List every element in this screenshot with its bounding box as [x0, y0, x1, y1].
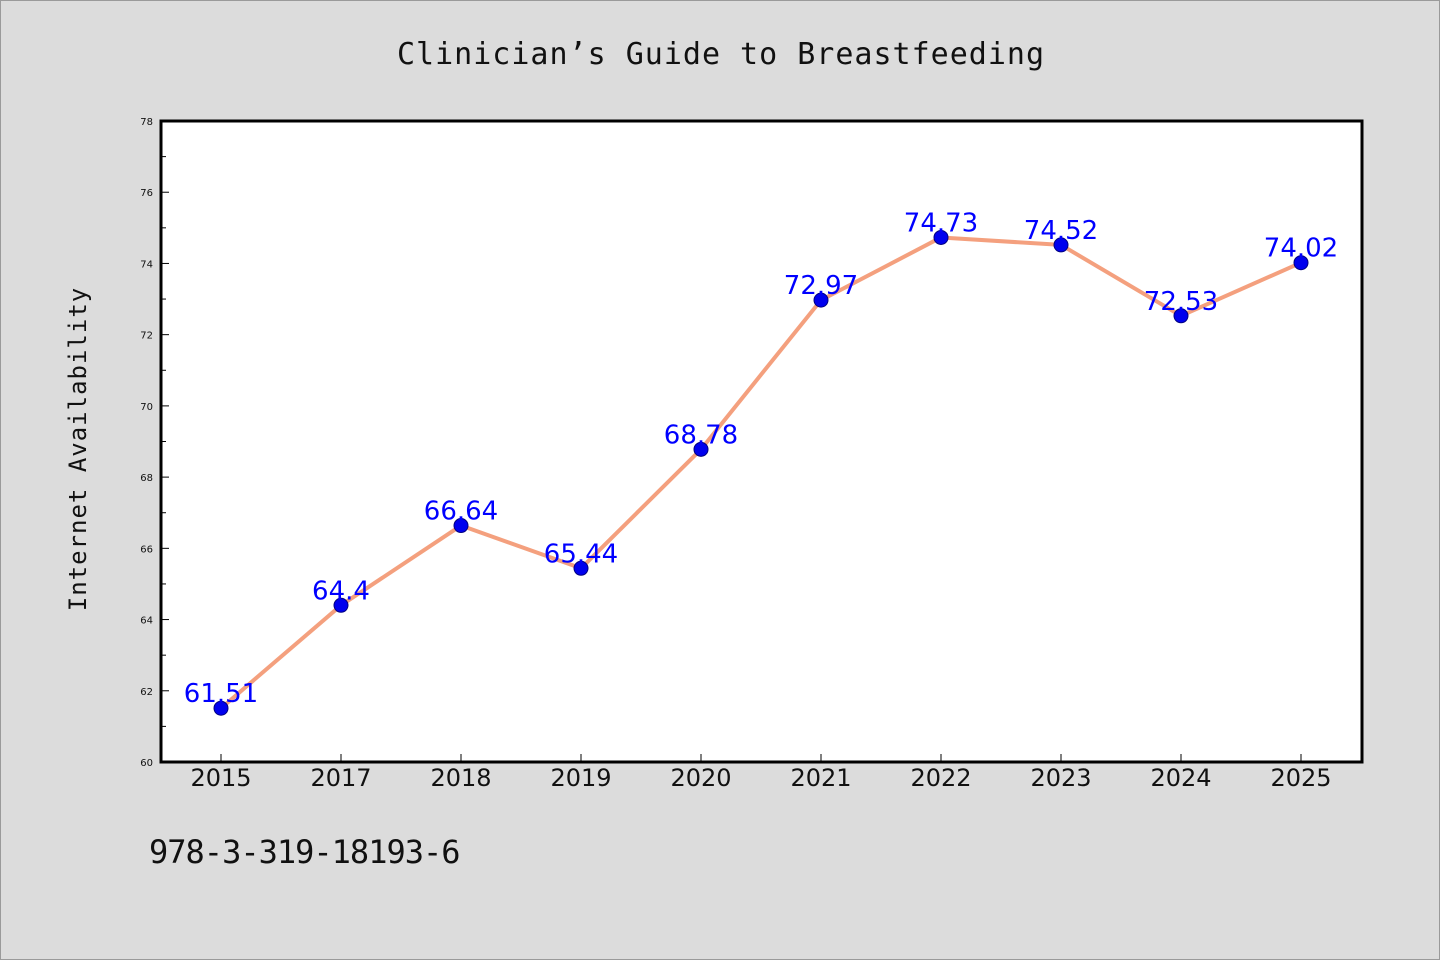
- data-point-marker: [333, 597, 349, 613]
- y-tick-label: 78: [140, 117, 153, 128]
- data-point-marker: [453, 518, 469, 534]
- y-tick-label: 60: [140, 758, 153, 769]
- y-tick-label: 66: [140, 544, 153, 555]
- y-tick-label: 68: [140, 473, 153, 484]
- x-tick-label: 2019: [550, 764, 611, 792]
- data-label: 66.64: [424, 497, 498, 527]
- x-tick-label: 2020: [670, 764, 731, 792]
- y-tick-label: 64: [140, 616, 153, 627]
- data-point-marker: [573, 560, 589, 576]
- data-point-marker: [1293, 255, 1309, 271]
- data-label: 74.73: [904, 208, 978, 238]
- data-point-marker: [813, 292, 829, 308]
- data-label: 72.97: [784, 271, 858, 301]
- y-tick-label: 70: [140, 402, 153, 413]
- data-label: 74.52: [1024, 216, 1098, 246]
- x-axis-ticks: 2015 2017 2018 2019 2020 2021 2022 2023 2024 2025: [190, 754, 1332, 792]
- x-tick-label: 2025: [1270, 764, 1331, 792]
- data-point-marker: [1053, 237, 1069, 253]
- y-axis-title: Internet Availability: [64, 287, 92, 611]
- plot-area: [161, 121, 1362, 762]
- chart-title: Clinician’s Guide to Breastfeeding: [396, 37, 1046, 72]
- y-tick-label: 76: [140, 188, 153, 199]
- series-line: [219, 235, 1302, 710]
- x-tick-label: 2017: [310, 764, 371, 792]
- x-tick-label: 2022: [910, 764, 971, 792]
- x-tick-label: 2015: [190, 764, 251, 792]
- x-tick-label: 2018: [430, 764, 491, 792]
- data-label: 64.4: [312, 576, 370, 606]
- data-point-marker: [1173, 308, 1189, 324]
- data-label: 65.44: [544, 539, 618, 569]
- data-point-marker: [213, 700, 229, 716]
- x-tick-label: 2021: [790, 764, 851, 792]
- data-label: 74.02: [1264, 234, 1338, 264]
- y-tick-label: 72: [140, 331, 153, 342]
- data-point-marker: [693, 441, 709, 457]
- plot-frame: [159, 119, 1364, 764]
- data-label: 68.78: [664, 420, 738, 450]
- x-tick-label: 2023: [1030, 764, 1091, 792]
- isbn-footer: 978-3-319-18193-6: [149, 833, 461, 871]
- y-tick-label: 62: [140, 687, 153, 698]
- series-group: 61.51 64.4 66.64 65.44 68.78 72.97 74.73 74.52 7…: [184, 208, 1338, 716]
- data-label: 61.51: [184, 679, 258, 709]
- y-tick-label: 74: [140, 259, 153, 270]
- x-tick-label: 2024: [1150, 764, 1211, 792]
- data-point-marker: [933, 229, 949, 245]
- data-label: 72.53: [1144, 287, 1218, 317]
